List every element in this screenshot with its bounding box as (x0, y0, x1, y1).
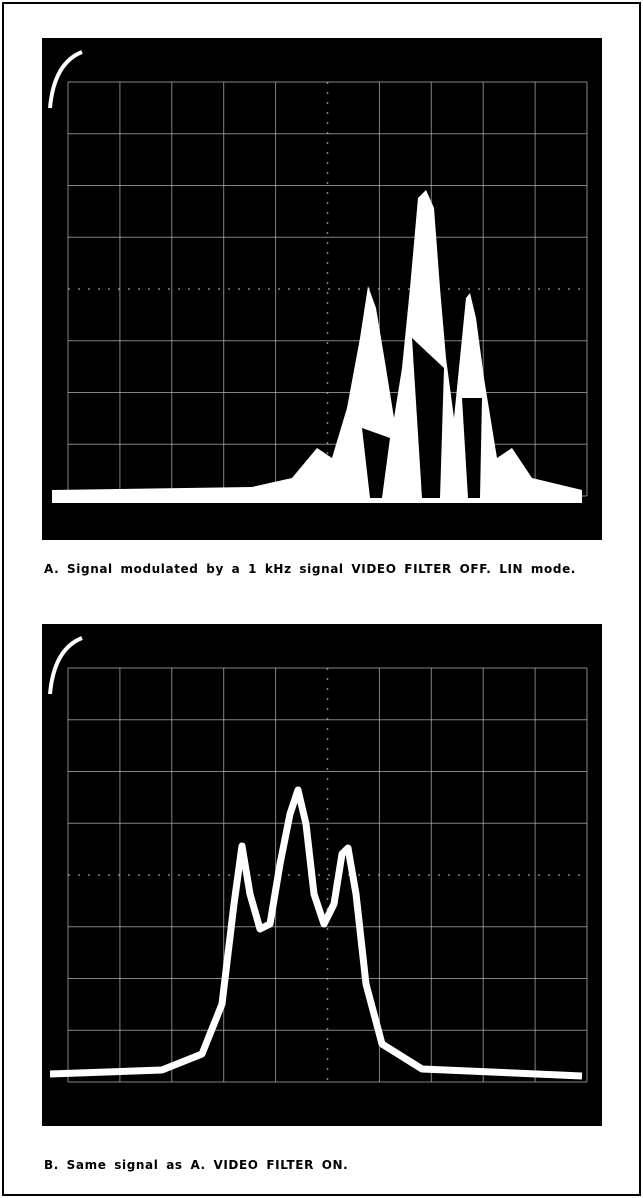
trace-arc (48, 636, 83, 695)
trace (49, 786, 583, 1080)
caption: A. Signal modulated by a 1 kHz signal VI… (44, 562, 576, 576)
trace-arc (48, 50, 83, 109)
graticule (67, 667, 588, 1083)
caption: B. Same signal as A. VIDEO FILTER ON. (44, 1158, 349, 1172)
graticule (67, 81, 588, 497)
trace (52, 190, 582, 503)
scope-photo (42, 38, 602, 540)
scope-photo (42, 624, 602, 1126)
trace-gap (362, 338, 482, 498)
